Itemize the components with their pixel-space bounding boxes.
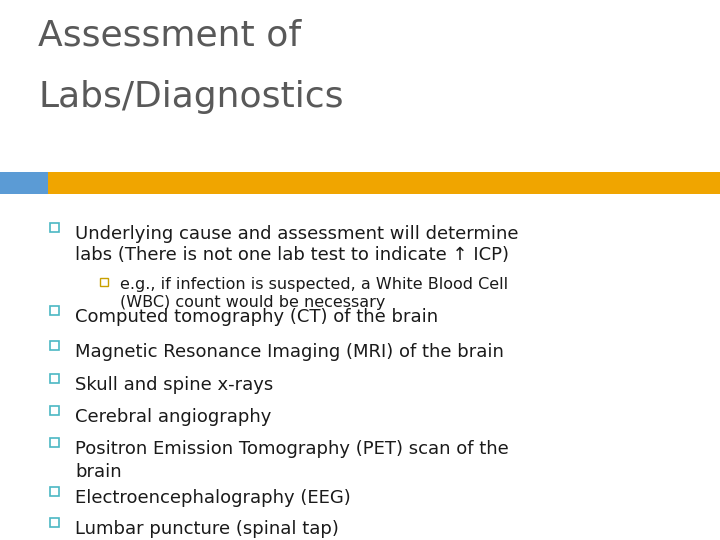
Text: Skull and spine x-rays: Skull and spine x-rays	[75, 376, 274, 394]
Bar	[50, 437, 59, 447]
Text: Cerebral angiography: Cerebral angiography	[75, 408, 271, 426]
Text: Magnetic Resonance Imaging (MRI) of the brain: Magnetic Resonance Imaging (MRI) of the …	[75, 343, 504, 361]
Bar	[50, 374, 59, 382]
Bar	[50, 406, 59, 415]
Text: Positron Emission Tomography (PET) scan of the
brain: Positron Emission Tomography (PET) scan …	[75, 440, 509, 481]
Bar	[50, 341, 59, 349]
Bar	[50, 487, 59, 496]
Text: Labs/Diagnostics: Labs/Diagnostics	[38, 80, 343, 114]
Bar	[50, 517, 59, 526]
Text: Lumbar puncture (spinal tap): Lumbar puncture (spinal tap)	[75, 520, 339, 538]
Text: Underlying cause and assessment will determine: Underlying cause and assessment will det…	[75, 225, 518, 243]
Bar	[0, 172, 48, 194]
Text: labs (There is not one lab test to indicate ↑ ICP): labs (There is not one lab test to indic…	[75, 246, 509, 264]
Bar	[100, 278, 108, 286]
Bar	[48, 172, 720, 194]
Bar	[50, 222, 59, 232]
Bar	[50, 306, 59, 314]
Text: Computed tomography (CT) of the brain: Computed tomography (CT) of the brain	[75, 308, 438, 326]
Text: (WBC) count would be necessary: (WBC) count would be necessary	[120, 295, 385, 310]
Text: e.g., if infection is suspected, a White Blood Cell: e.g., if infection is suspected, a White…	[120, 277, 508, 292]
Text: Electroencephalography (EEG): Electroencephalography (EEG)	[75, 489, 351, 507]
Text: Assessment of: Assessment of	[38, 18, 301, 52]
